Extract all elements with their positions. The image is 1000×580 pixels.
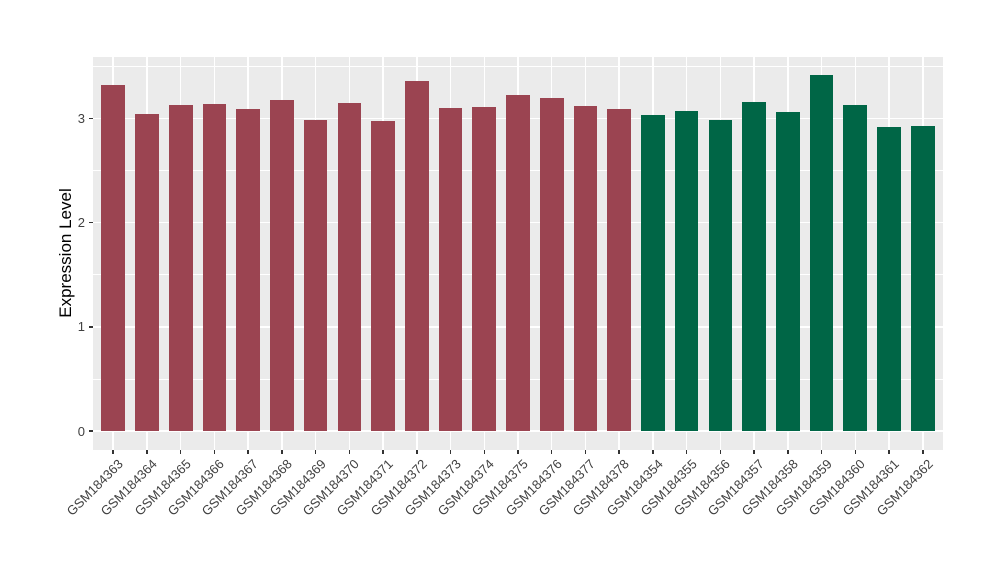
- y-tick-mark: [89, 221, 93, 224]
- bar-GSM184356: [708, 119, 733, 432]
- y-gridline-minor: [93, 65, 943, 67]
- bar-GSM184358: [776, 112, 800, 432]
- bar-GSM184375: [506, 94, 530, 432]
- x-tick-mark: [112, 450, 114, 454]
- x-tick-mark: [247, 450, 249, 454]
- bar-GSM184361: [877, 126, 901, 432]
- x-tick-mark: [685, 450, 688, 454]
- x-tick-mark: [584, 450, 587, 454]
- bar-GSM184373: [438, 108, 463, 432]
- x-tick-mark: [550, 450, 553, 454]
- bar-GSM184363: [101, 85, 126, 432]
- bar-GSM184376: [539, 97, 564, 432]
- x-tick-mark: [517, 450, 519, 454]
- bar-GSM184369: [303, 119, 328, 432]
- bar-GSM184362: [910, 125, 935, 432]
- y-tick-label-2: 2: [77, 215, 85, 231]
- bar-GSM184354: [641, 115, 665, 432]
- y-tick-mark: [89, 326, 93, 328]
- y-gridline-major: [93, 430, 943, 432]
- y-tick-mark: [89, 430, 93, 432]
- x-tick-mark: [179, 450, 182, 454]
- x-tick-mark: [854, 450, 857, 454]
- bar-GSM184357: [742, 101, 766, 432]
- x-tick-mark: [314, 450, 317, 454]
- x-tick-mark: [652, 450, 654, 454]
- y-tick-label-3: 3: [77, 111, 85, 126]
- x-tick-mark: [483, 450, 486, 454]
- y-tick-label-1: 1: [77, 319, 85, 335]
- x-tick-mark: [787, 450, 789, 454]
- bar-GSM184364: [135, 114, 159, 432]
- bar-GSM184378: [607, 109, 631, 432]
- bar-GSM184374: [472, 107, 497, 432]
- bar-GSM184366: [202, 103, 227, 432]
- y-tick-mark: [89, 117, 93, 120]
- bar-GSM184372: [405, 80, 429, 432]
- y-tick-label-0: 0: [77, 423, 85, 439]
- y-axis-title: Expression Level: [56, 188, 75, 318]
- x-tick-mark: [449, 450, 452, 454]
- x-tick-mark: [888, 450, 890, 454]
- bar-GSM184368: [270, 99, 294, 432]
- bar-GSM184367: [236, 109, 260, 432]
- bar-GSM184359: [809, 74, 834, 432]
- bar-GSM184365: [168, 104, 193, 432]
- x-tick-mark: [719, 450, 722, 454]
- x-tick-mark: [922, 450, 924, 454]
- bar-GSM184371: [371, 120, 395, 432]
- x-tick-mark: [146, 450, 148, 454]
- x-tick-mark: [820, 450, 823, 454]
- x-tick-mark: [348, 450, 351, 454]
- x-tick-mark: [618, 450, 620, 454]
- x-tick-mark: [281, 450, 283, 454]
- bar-GSM184370: [337, 102, 362, 432]
- bar-GSM184360: [843, 104, 868, 432]
- x-tick-mark: [382, 450, 384, 454]
- bar-GSM184377: [573, 105, 598, 432]
- plot-panel: [93, 57, 943, 450]
- x-tick-mark: [416, 450, 418, 454]
- bar-GSM184355: [674, 111, 699, 432]
- x-tick-mark: [753, 450, 755, 454]
- x-tick-mark: [213, 450, 216, 454]
